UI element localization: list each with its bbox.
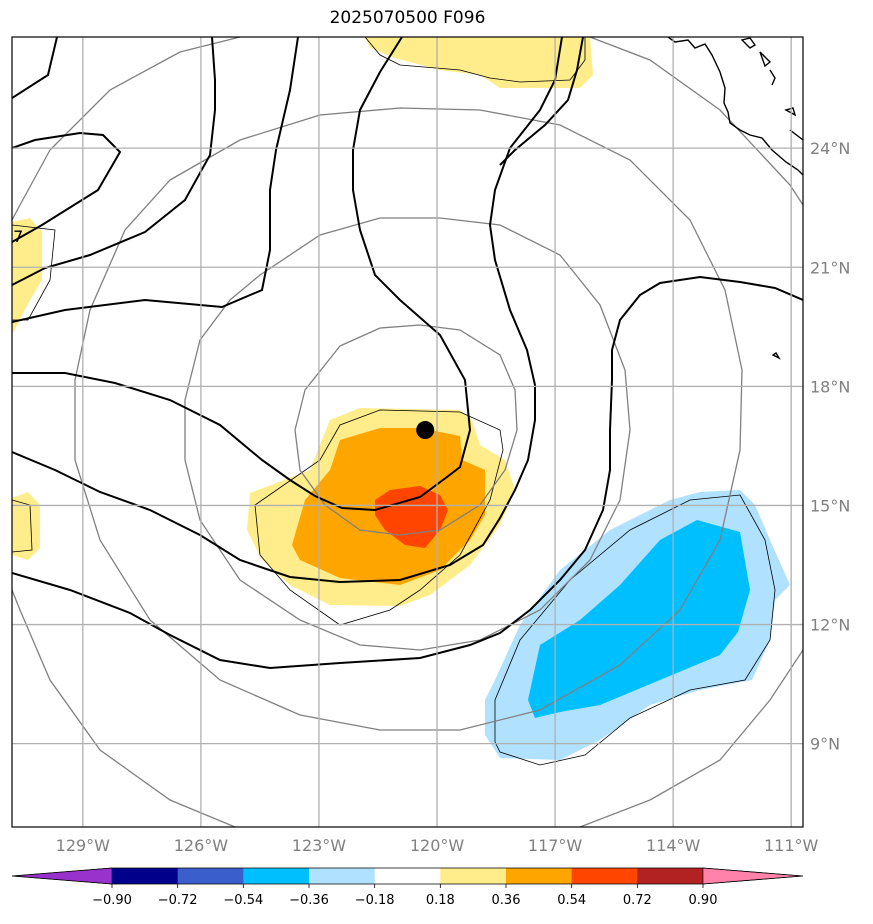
range-rings (12, 37, 803, 827)
lon-tick-label: 117°W (528, 836, 583, 855)
negative-anomaly-core (528, 520, 750, 718)
colorbar-tick-label: 0.54 (557, 893, 586, 908)
lat-tick-label: 12°N (810, 616, 850, 635)
colorbar-tick-label: 0.90 (689, 893, 718, 908)
colorbar-extend-low (11, 867, 113, 885)
colorbar-segment (571, 868, 638, 884)
colorbar-segment (374, 868, 441, 884)
lat-tick-label: 21°N (810, 258, 850, 277)
lon-tick-label: 126°W (174, 836, 229, 855)
colorbar-segment (506, 868, 573, 884)
colorbar-tick-label: −0.18 (355, 893, 395, 908)
colorbar (11, 867, 804, 885)
colorbar-segment (177, 868, 244, 884)
latitude-tick-labels: 9°N 12°N 15°N 18°N 21°N 24°N (810, 139, 850, 753)
lon-tick-label: 111°W (764, 836, 819, 855)
contour-value-label: .7 (8, 227, 23, 246)
colorbar-segment (637, 868, 704, 884)
colorbar-tick-label: −0.90 (92, 893, 132, 908)
lon-tick-label: 114°W (646, 836, 701, 855)
gridlines (12, 37, 803, 827)
colorbar-segment (440, 868, 507, 884)
map-title: 2025070500 F096 (329, 8, 486, 28)
height-contours (12, 37, 803, 670)
colorbar-segment (112, 868, 179, 884)
colorbar-segment (309, 868, 376, 884)
map-frame (11, 36, 804, 828)
colorbar-tick-label: −0.54 (223, 893, 263, 908)
lat-tick-label: 24°N (810, 139, 850, 158)
colorbar-tick-label: −0.36 (289, 893, 329, 908)
lat-tick-label: 15°N (810, 496, 850, 515)
colorbar-tick-label: 0.18 (426, 893, 455, 908)
shading-outline-contours (12, 37, 776, 766)
lat-tick-label: 9°N (810, 735, 840, 754)
colorbar-tick-labels: −0.90 −0.72 −0.54 −0.36 −0.18 0.18 0.36 0.54 0.7… (92, 884, 717, 908)
colorbar-segment (243, 868, 310, 884)
lon-tick-label: 129°W (56, 836, 111, 855)
colorbar-tick-label: −0.72 (158, 893, 198, 908)
positive-anomaly-southwest (12, 492, 40, 560)
coastline (667, 37, 803, 360)
colorbar-tick-label: 0.72 (623, 893, 652, 908)
colorbar-extend-high (702, 867, 804, 885)
longitude-tick-labels: 129°W 126°W 123°W 120°W 117°W 114°W 111°W (56, 836, 819, 855)
storm-center-marker (416, 421, 435, 440)
lat-tick-label: 18°N (810, 377, 850, 396)
positive-anomaly-north (365, 37, 593, 88)
lon-tick-label: 123°W (292, 836, 347, 855)
lon-tick-label: 120°W (410, 836, 465, 855)
colorbar-tick-label: 0.36 (492, 893, 521, 908)
positive-anomaly-core (375, 486, 448, 548)
